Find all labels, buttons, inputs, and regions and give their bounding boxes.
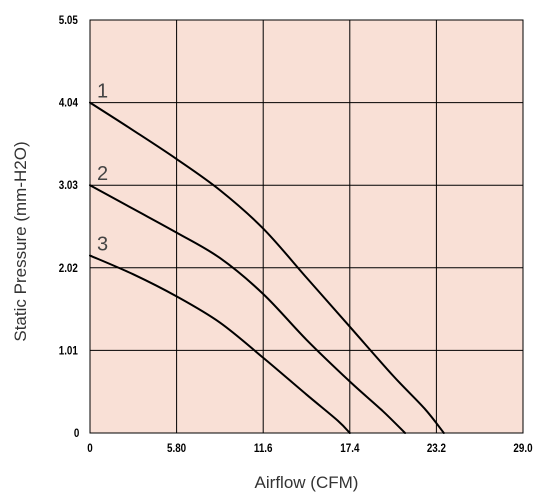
y-tick-label: 5.05	[59, 14, 78, 27]
grid	[89, 19, 524, 434]
x-axis-title: Airflow (CFM)	[255, 473, 359, 492]
x-tick-label: 17.4	[340, 442, 360, 455]
y-tick-label: 0	[74, 427, 79, 440]
series-line-2	[89, 184, 407, 434]
y-tick-label: 3.03	[59, 179, 78, 192]
x-tick-label: 23.2	[427, 442, 446, 455]
x-tick-label: 5.80	[167, 442, 186, 455]
x-tick-label: 29.0	[513, 442, 532, 455]
x-tick-label: 11.6	[254, 442, 273, 455]
y-axis-ticks: 0 1.01 2.02 3.03 4.04 5.05	[59, 14, 80, 440]
series-label-2: 2	[97, 163, 108, 185]
series-label-3: 3	[97, 234, 108, 256]
series-line-1	[89, 101, 445, 434]
series-line-3	[89, 254, 351, 434]
y-tick-label: 1.01	[59, 345, 78, 358]
series-label-1: 1	[97, 81, 108, 103]
y-tick-label: 4.04	[59, 97, 79, 110]
y-axis-title: Static Pressure (mm-H2O)	[11, 141, 30, 341]
x-axis-ticks: 0 5.80 11.6 17.4 23.2 29.0	[87, 442, 532, 455]
series-lines	[89, 101, 445, 434]
series-labels: 1 2 3	[97, 81, 108, 256]
plot-area	[89, 19, 524, 434]
x-tick-label: 0	[87, 442, 92, 455]
y-tick-label: 2.02	[59, 262, 78, 275]
